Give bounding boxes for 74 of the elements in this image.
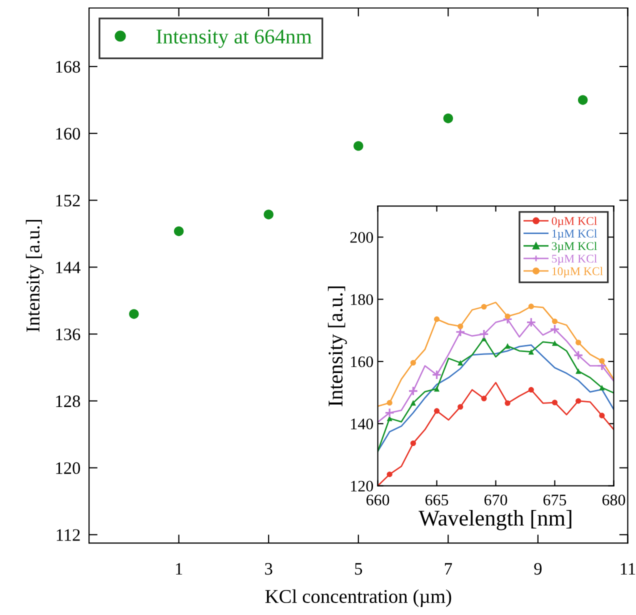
x-tick-label: 660 [366,494,390,506]
legend-label: 3µM KCl [552,242,597,253]
point [458,404,464,410]
point [526,317,536,328]
point [434,316,440,322]
point [384,408,395,418]
point [434,386,440,392]
x-tick-label: 680 [602,494,626,506]
point [264,210,274,220]
legend-label: 0µM KCl [552,216,597,228]
point [552,400,558,406]
y-tick-label: 112 [56,529,80,541]
point [552,318,558,324]
legend-label: Intensity at 664nm [156,30,312,48]
x-tick-label: 11 [620,563,636,575]
x-tick-label: 5 [355,563,362,575]
y-tick-label: 180 [351,294,374,305]
x-tick-label: 665 [425,494,448,506]
point [504,400,510,406]
point [550,324,560,334]
point [599,384,605,390]
point [410,440,416,446]
point [552,340,558,346]
point [458,360,464,366]
point [432,370,442,380]
y-tick-label: 144 [56,262,80,274]
point [478,329,489,340]
y-tick-label: 120 [351,480,374,492]
y-tick-label: 168 [56,60,80,73]
y-tick-label: 152 [56,194,80,206]
x-tick-label: 675 [543,494,566,506]
y-tick-label: 120 [56,462,80,474]
point [481,304,487,310]
legend-label: 1µM KCl [552,229,597,240]
x-tick-label: 9 [534,563,542,575]
y-tick-label: 136 [56,328,80,340]
x-tick-label: 670 [484,494,508,506]
point [129,309,139,319]
y-tick-label: 200 [350,232,374,243]
point [576,398,582,404]
y-tick-label: 140 [351,418,374,430]
point [599,358,605,364]
y-tick-label: 160 [351,356,374,368]
point [481,396,487,402]
point [528,387,534,393]
x-tick-label: 7 [444,563,452,575]
y-axis-title: Intensity [a.u.] [328,286,347,406]
point [528,304,534,310]
point [504,314,510,320]
y-tick-label: 128 [56,395,80,408]
point [386,472,392,478]
point [434,408,440,414]
point [578,95,588,105]
point [174,226,184,236]
point [576,368,582,374]
point [408,386,418,396]
point [458,324,464,330]
legend-label: 5µM KCl [552,254,597,266]
point [410,360,416,366]
point [576,340,582,346]
legend-label: 10µM KCl [552,266,603,278]
point [386,400,392,406]
x-tick-label: 1 [176,563,182,575]
point [573,350,584,360]
y-tick-label: 160 [56,128,80,140]
line-series [378,302,614,407]
x-axis-title: Wavelength [nm] [418,510,572,530]
x-tick-label: 3 [265,563,272,575]
x-axis-title: KCl concentration (µm) [265,589,452,607]
point [410,400,416,406]
point [599,412,605,418]
point [354,141,364,151]
point [443,113,454,124]
y-axis-title: Intensity [a.u.] [26,220,44,332]
